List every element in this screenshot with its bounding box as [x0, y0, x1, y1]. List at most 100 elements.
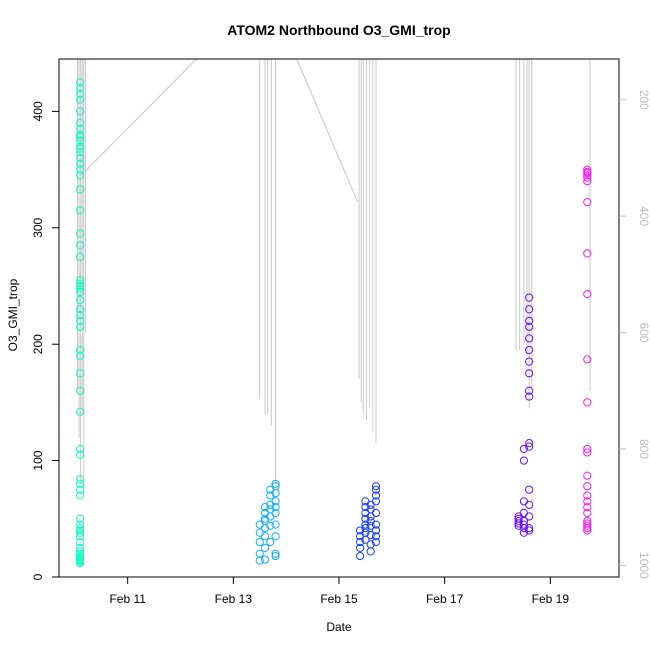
data-point	[76, 475, 85, 484]
data-point	[583, 171, 592, 180]
data-point	[583, 444, 592, 454]
data-point	[519, 497, 529, 506]
data-point	[525, 305, 534, 314]
data-point	[271, 508, 280, 518]
data-point	[356, 537, 365, 547]
data-point	[583, 503, 592, 512]
y-tick-label: 300	[31, 217, 45, 237]
data-point	[76, 153, 85, 163]
data-point	[76, 524, 85, 533]
data-point	[76, 287, 85, 296]
data-point	[266, 537, 275, 547]
data-point	[361, 535, 370, 544]
data-point	[371, 520, 381, 529]
y2-tick-label: 400	[637, 206, 650, 226]
data-point	[583, 471, 592, 480]
y2-tick-label: 600	[637, 323, 650, 343]
data-point	[583, 249, 592, 258]
data-point	[583, 497, 592, 506]
data-point	[583, 177, 592, 186]
data-point	[76, 276, 85, 285]
data-point	[271, 489, 280, 498]
data-point	[76, 295, 85, 305]
x-tick-label: Feb 17	[426, 592, 464, 606]
data-point	[76, 351, 85, 360]
x-tick-label: Feb 19	[532, 592, 570, 606]
y-tick-label: 0	[31, 573, 45, 580]
data-point	[366, 540, 375, 549]
data-point	[356, 551, 365, 561]
data-point	[525, 485, 534, 494]
data-point	[371, 491, 381, 500]
data-point	[76, 185, 85, 194]
data-point	[76, 107, 85, 116]
y2-tick-label: 800	[637, 439, 650, 459]
data-point	[76, 485, 85, 494]
data-point	[271, 479, 280, 488]
y2-axis: 200 400 600 800 1000	[619, 90, 650, 579]
data-point	[76, 547, 85, 556]
data-point	[525, 369, 534, 378]
data-point	[525, 526, 534, 535]
data-point	[76, 520, 85, 529]
data-point	[271, 532, 280, 541]
data-point	[260, 555, 270, 564]
data-point	[76, 171, 85, 180]
profile-lines	[76, 58, 591, 496]
data-point	[583, 519, 592, 528]
data-point	[271, 520, 280, 529]
y-axis-label: O3_GMI_trop	[6, 278, 20, 351]
data-point	[525, 322, 534, 331]
data-point	[76, 95, 85, 104]
data-point	[356, 543, 365, 552]
y-tick-label: 200	[31, 334, 45, 354]
data-point	[76, 444, 85, 454]
data-point	[525, 293, 534, 302]
data-point	[76, 369, 85, 378]
data-point	[76, 124, 85, 133]
data-point	[519, 508, 529, 518]
y2-tick-label: 200	[637, 90, 650, 110]
data-point	[76, 279, 85, 288]
data-points	[76, 78, 592, 568]
data-point	[255, 556, 264, 565]
data-point	[76, 159, 85, 168]
data-point	[76, 252, 85, 261]
data-point	[525, 334, 534, 343]
data-point	[271, 549, 280, 558]
data-point	[76, 130, 85, 139]
data-point	[371, 485, 381, 494]
data-point	[271, 551, 280, 561]
data-point	[525, 442, 534, 451]
data-point	[583, 517, 592, 526]
plot-frame	[58, 58, 620, 578]
data-point	[519, 528, 529, 537]
data-point	[76, 526, 85, 535]
data-point	[76, 142, 85, 151]
data-point	[366, 547, 375, 556]
data-point	[266, 491, 275, 500]
data-point	[255, 549, 264, 558]
data-point	[583, 521, 592, 530]
data-point	[76, 557, 85, 566]
data-point	[525, 524, 534, 533]
data-point	[76, 241, 85, 250]
data-point	[271, 497, 280, 506]
data-point	[583, 448, 592, 457]
data-point	[76, 322, 85, 331]
data-point	[583, 290, 592, 299]
data-point	[260, 532, 270, 541]
data-point	[361, 524, 370, 533]
data-point	[76, 206, 85, 215]
data-point	[583, 198, 592, 207]
data-point	[525, 512, 534, 521]
data-point	[255, 537, 264, 547]
data-point	[76, 144, 85, 153]
data-point	[76, 479, 85, 488]
data-point	[76, 78, 85, 87]
data-point	[76, 450, 85, 459]
data-point	[583, 355, 592, 364]
data-point	[519, 517, 529, 526]
data-point	[255, 520, 264, 529]
